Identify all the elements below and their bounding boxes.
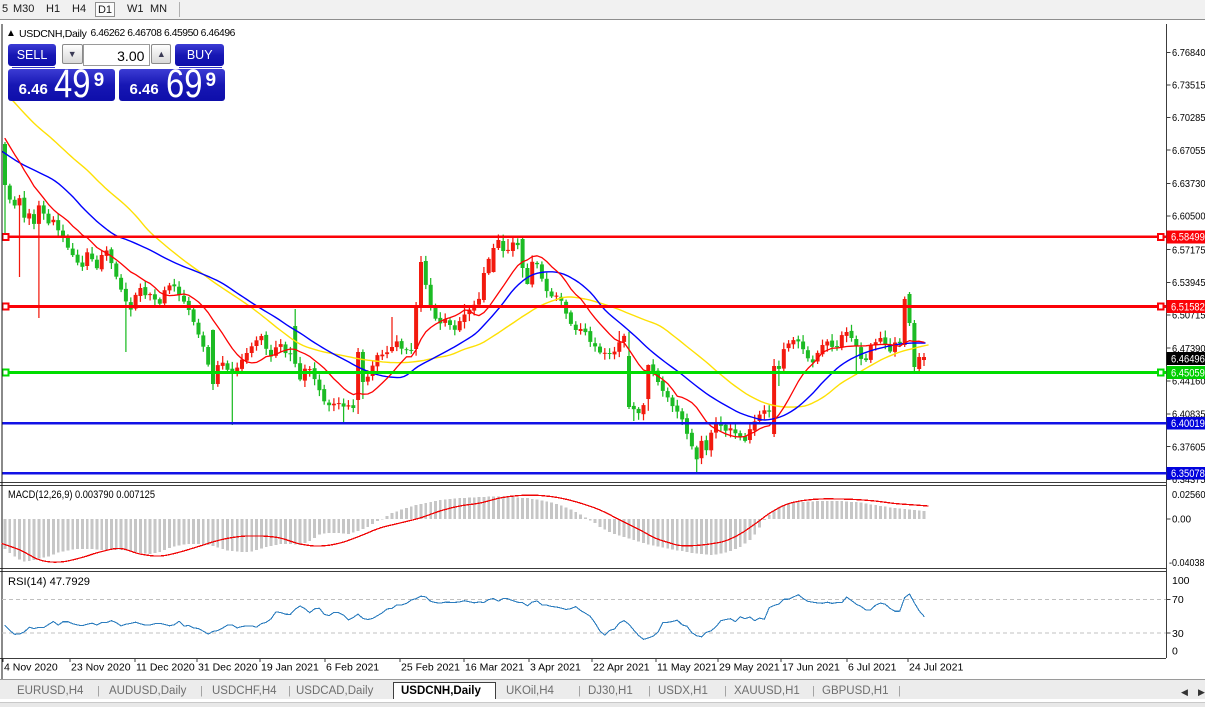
svg-text:6.76840: 6.76840 bbox=[1172, 47, 1205, 59]
svg-text:17 Jun 2021: 17 Jun 2021 bbox=[782, 662, 840, 674]
svg-text:6.73515: 6.73515 bbox=[1172, 80, 1205, 92]
svg-text:6 Feb 2021: 6 Feb 2021 bbox=[326, 662, 379, 674]
svg-text:24 Jul 2021: 24 Jul 2021 bbox=[909, 662, 963, 674]
svg-text:3 Apr 2021: 3 Apr 2021 bbox=[530, 662, 581, 674]
svg-text:0: 0 bbox=[1172, 646, 1178, 658]
svg-text:22 Apr 2021: 22 Apr 2021 bbox=[593, 662, 650, 674]
svg-text:16 Mar 2021: 16 Mar 2021 bbox=[465, 662, 524, 674]
svg-text:0.02560: 0.02560 bbox=[1172, 489, 1205, 501]
svg-text:6.53945: 6.53945 bbox=[1172, 277, 1205, 289]
svg-text:6.37605: 6.37605 bbox=[1172, 441, 1205, 453]
svg-text:25 Feb 2021: 25 Feb 2021 bbox=[401, 662, 460, 674]
svg-text:11 May 2021: 11 May 2021 bbox=[657, 662, 717, 674]
svg-text:6.46496: 6.46496 bbox=[1171, 353, 1205, 365]
svg-text:6.70285: 6.70285 bbox=[1172, 112, 1205, 124]
svg-text:4 Nov 2020: 4 Nov 2020 bbox=[4, 662, 58, 674]
svg-text:6.57175: 6.57175 bbox=[1172, 244, 1205, 256]
svg-text:6.45059: 6.45059 bbox=[1171, 367, 1205, 379]
svg-text:6.63730: 6.63730 bbox=[1172, 178, 1205, 190]
svg-text:23 Nov 2020: 23 Nov 2020 bbox=[71, 662, 131, 674]
svg-text:-0.04038: -0.04038 bbox=[1169, 557, 1205, 569]
svg-text:6.58499: 6.58499 bbox=[1171, 232, 1205, 244]
svg-text:100: 100 bbox=[1172, 575, 1190, 587]
svg-text:6 Jul 2021: 6 Jul 2021 bbox=[848, 662, 897, 674]
svg-text:29 May 2021: 29 May 2021 bbox=[719, 662, 780, 674]
svg-text:31 Dec 2020: 31 Dec 2020 bbox=[198, 662, 258, 674]
svg-text:0.00: 0.00 bbox=[1172, 514, 1191, 526]
svg-text:70: 70 bbox=[1172, 594, 1184, 606]
svg-text:6.51582: 6.51582 bbox=[1171, 301, 1205, 313]
svg-text:6.67055: 6.67055 bbox=[1172, 145, 1205, 157]
svg-text:19 Jan 2021: 19 Jan 2021 bbox=[261, 662, 319, 674]
svg-text:6.35078: 6.35078 bbox=[1171, 468, 1205, 480]
svg-text:11 Dec 2020: 11 Dec 2020 bbox=[136, 662, 195, 674]
svg-text:6.40019: 6.40019 bbox=[1171, 418, 1205, 430]
svg-text:30: 30 bbox=[1172, 628, 1184, 640]
svg-text:6.47390: 6.47390 bbox=[1172, 343, 1205, 355]
svg-text:MACD(12,26,9) 0.003790 0.00712: MACD(12,26,9) 0.003790 0.007125 bbox=[8, 489, 155, 501]
svg-text:6.60500: 6.60500 bbox=[1172, 211, 1205, 223]
svg-text:RSI(14) 47.7929: RSI(14) 47.7929 bbox=[8, 576, 90, 588]
